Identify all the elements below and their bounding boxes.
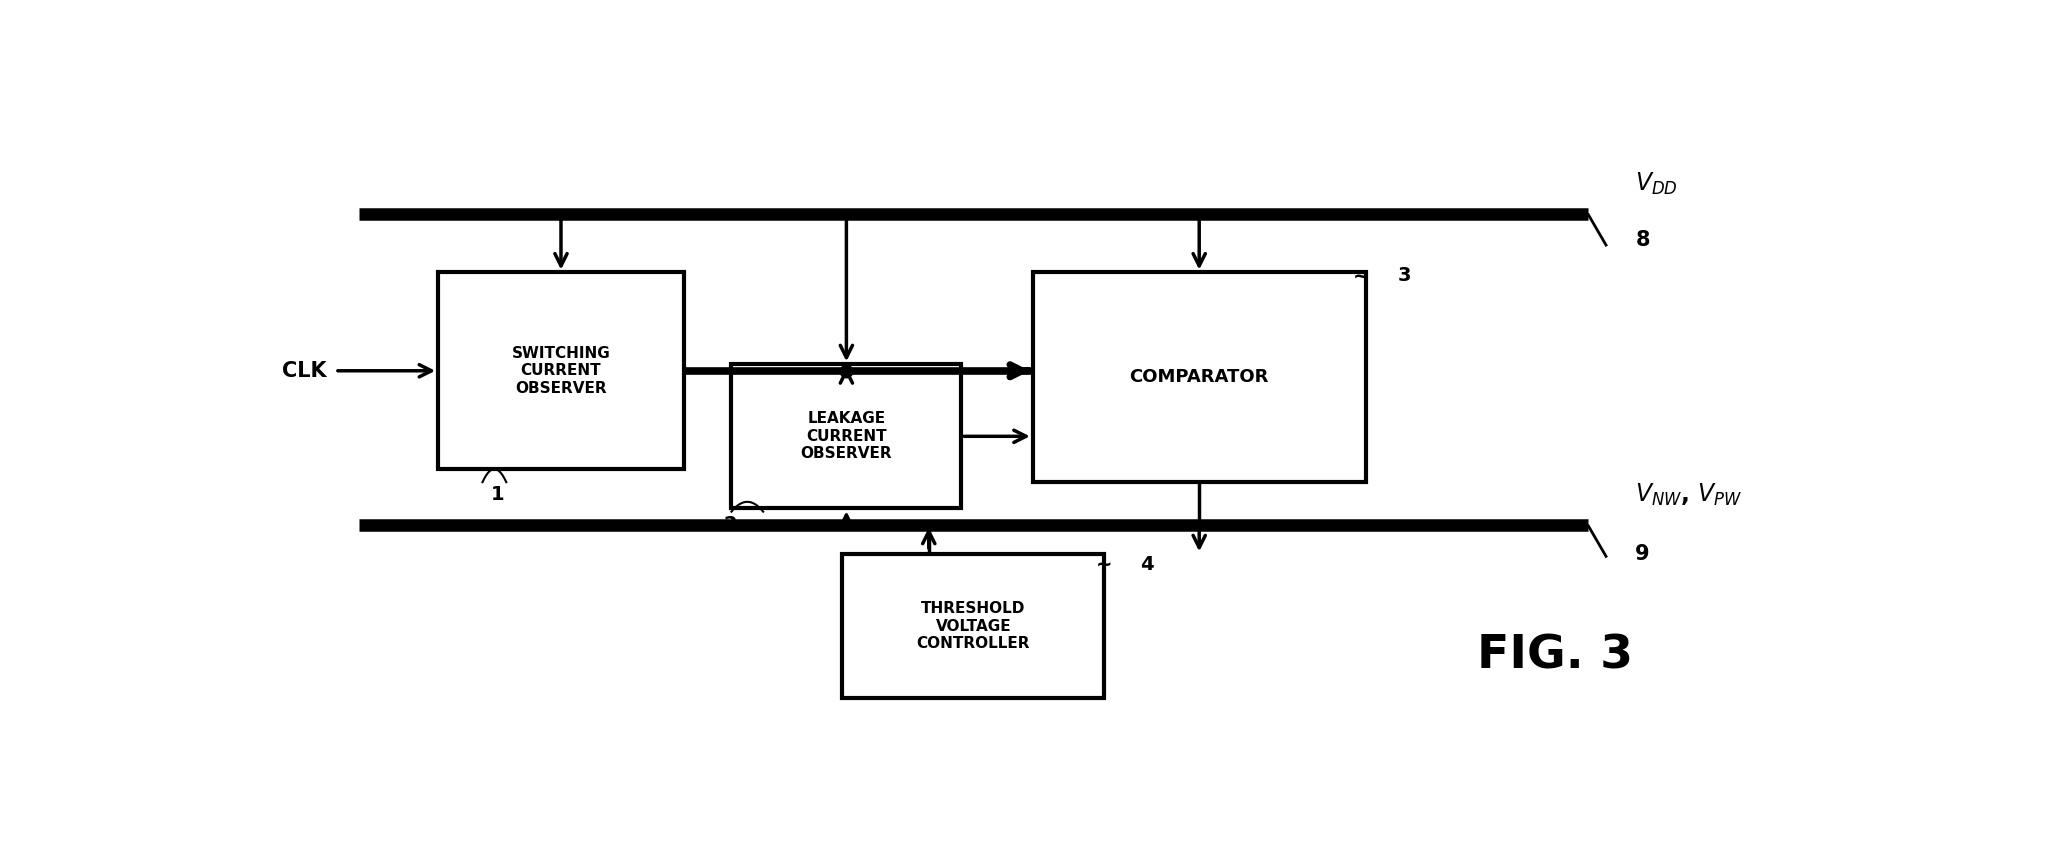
Text: ~: ~ — [1095, 555, 1113, 574]
Text: 2: 2 — [724, 515, 737, 534]
Text: 1: 1 — [491, 485, 503, 505]
Text: 9: 9 — [1635, 545, 1649, 564]
Text: 8: 8 — [1635, 230, 1649, 249]
Text: ~: ~ — [1352, 266, 1369, 285]
FancyBboxPatch shape — [732, 364, 962, 508]
Text: 3: 3 — [1397, 266, 1412, 285]
Text: THRESHOLD
VOLTAGE
CONTROLLER: THRESHOLD VOLTAGE CONTROLLER — [917, 602, 1029, 651]
Text: $V_{NW}$, $V_{PW}$: $V_{NW}$, $V_{PW}$ — [1635, 483, 1743, 508]
FancyBboxPatch shape — [438, 272, 683, 469]
Text: COMPARATOR: COMPARATOR — [1129, 368, 1269, 386]
Text: SWITCHING
CURRENT
OBSERVER: SWITCHING CURRENT OBSERVER — [512, 346, 610, 396]
FancyBboxPatch shape — [1033, 272, 1367, 483]
Text: 4: 4 — [1140, 555, 1154, 574]
FancyBboxPatch shape — [843, 554, 1105, 699]
Text: LEAKAGE
CURRENT
OBSERVER: LEAKAGE CURRENT OBSERVER — [800, 411, 892, 461]
Text: FIG. 3: FIG. 3 — [1477, 633, 1633, 678]
Text: $V_{DD}$: $V_{DD}$ — [1635, 171, 1678, 197]
Text: CLK: CLK — [282, 361, 327, 380]
